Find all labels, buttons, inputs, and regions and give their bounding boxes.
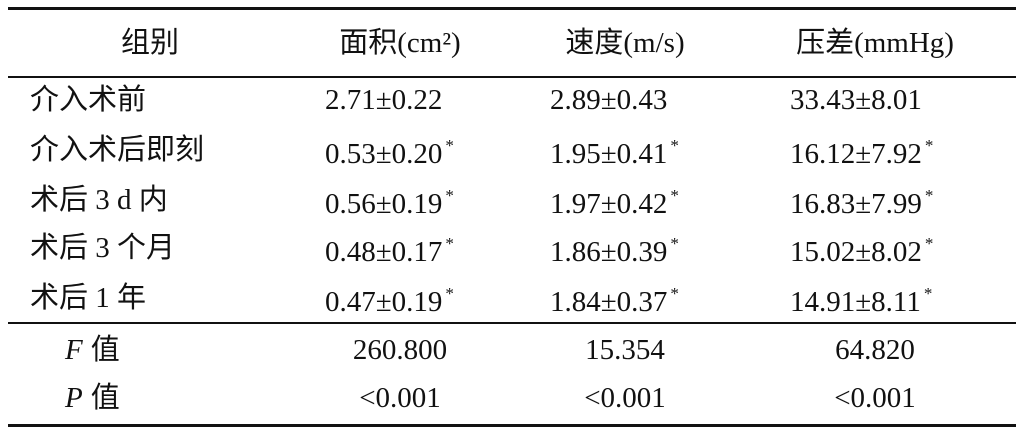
significance-mark: * (445, 186, 454, 205)
cell-text: 2.89±0.43 (550, 84, 668, 116)
table-cell: 介入术前 (30, 83, 146, 117)
cell-text: 术后 3 个月 (30, 232, 176, 264)
header-cell: 压差(mmHg) (796, 27, 954, 59)
header-cell: 组别 (120, 27, 180, 59)
cell-text: 15.02±8.02 (790, 236, 922, 268)
table-cell: 1.97±0.42 * (550, 179, 679, 221)
top-rule (8, 7, 1016, 10)
cell-text: 14.91±8.11 (790, 286, 921, 318)
significance-mark: * (924, 234, 934, 253)
table-cell: 16.12±7.92 * (790, 129, 933, 171)
stat-label-text: 值 (90, 382, 120, 414)
table-cell: 1.84±0.37 * (550, 277, 679, 319)
cell-text: 1.86±0.39 (550, 236, 668, 268)
cell-text: 介入术后即刻 (30, 134, 205, 166)
table-cell: 0.53±0.20 * (325, 129, 454, 171)
significance-mark: * (445, 284, 454, 303)
cell-text: 1.97±0.42 (550, 188, 668, 220)
table-cell: 2.89±0.43 (550, 83, 667, 117)
table-cell: 14.91±8.11 * (790, 277, 932, 319)
cell-text: 术后 1 年 (30, 282, 147, 314)
cell-text: 0.47±0.19 (325, 286, 443, 318)
table-cell: 1.86±0.39 * (550, 227, 679, 269)
stat-symbol: P (65, 382, 83, 414)
cell-text: 2.71±0.22 (325, 84, 443, 116)
cell-text: 16.12±7.92 (790, 138, 922, 170)
table-cell: 术后 3 个月 (30, 231, 175, 265)
significance-mark: * (670, 234, 679, 253)
table-cell: 术后 1 年 (30, 281, 146, 315)
cell-text: 1.84±0.37 (550, 286, 668, 318)
table-cell: 0.56±0.19 * (325, 179, 454, 221)
stat-value: <0.001 (584, 382, 666, 414)
header-rule (8, 76, 1016, 78)
table-cell: 2.71±0.22 (325, 83, 442, 117)
table-cell: 16.83±7.99 * (790, 179, 933, 221)
cell-text: 介入术前 (30, 84, 147, 116)
table-cell: 术后 3 d 内 (30, 183, 168, 217)
significance-mark: * (924, 186, 934, 205)
significance-mark: * (670, 136, 679, 155)
cell-text: 33.43±8.01 (790, 84, 922, 116)
stats-rule (8, 322, 1016, 324)
table-cell: 33.43±8.01 (790, 83, 922, 117)
bottom-rule (8, 424, 1016, 427)
stat-value: <0.001 (834, 382, 916, 414)
cell-text: 0.56±0.19 (325, 188, 443, 220)
significance-mark: * (445, 136, 454, 155)
cell-text: 1.95±0.41 (550, 138, 668, 170)
stat-value: 64.820 (835, 334, 915, 366)
table-cell: 15.02±8.02 * (790, 227, 933, 269)
stat-symbol: F (65, 334, 83, 366)
cell-text: 术后 3 d 内 (30, 184, 168, 216)
header-cell: 面积(cm²) (339, 27, 461, 59)
table-cell: 介入术后即刻 (30, 133, 204, 167)
table-cell: 0.48±0.17 * (325, 227, 454, 269)
significance-mark: * (445, 234, 454, 253)
stat-value: 260.800 (352, 334, 448, 366)
table-cell: 1.95±0.41 * (550, 129, 679, 171)
significance-mark: * (670, 186, 679, 205)
cell-text: 16.83±7.99 (790, 188, 922, 220)
cell-text: 0.48±0.17 (325, 236, 443, 268)
significance-mark: * (923, 284, 933, 303)
stat-value: <0.001 (359, 382, 441, 414)
significance-mark: * (924, 136, 934, 155)
stat-value: 15.354 (585, 334, 665, 366)
header-cell: 速度(m/s) (565, 27, 685, 59)
significance-mark: * (670, 284, 679, 303)
table-cell: 0.47±0.19 * (325, 277, 454, 319)
cell-text: 0.53±0.20 (325, 138, 443, 170)
stat-label-text: 值 (90, 334, 120, 366)
